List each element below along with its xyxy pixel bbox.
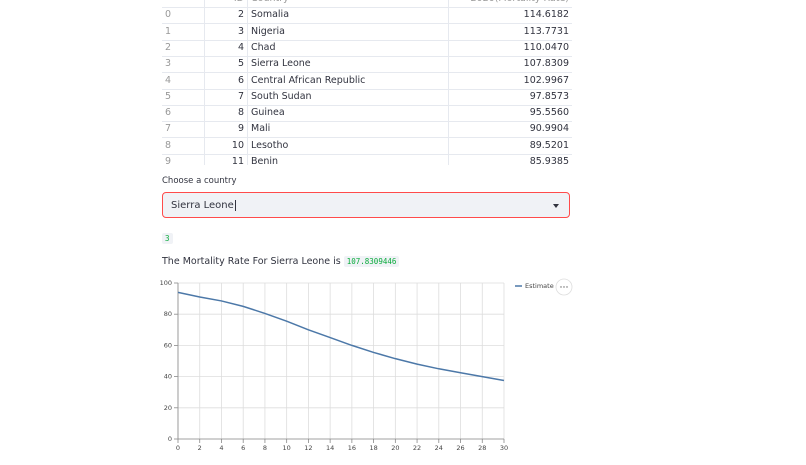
x-tick-label: 4 — [219, 444, 223, 452]
menu-dot — [566, 286, 568, 288]
cell: 0 — [162, 7, 205, 24]
y-tick-label: 100 — [160, 279, 172, 287]
cell: South Sudan — [248, 88, 449, 105]
cell: 95.5560 — [529, 107, 569, 119]
cell: 102.9967 — [523, 74, 569, 86]
index-output: 3 — [162, 233, 173, 244]
cell: Lesotho — [248, 137, 449, 154]
cell: 97.8573 — [529, 90, 569, 102]
x-tick-label: 20 — [391, 444, 399, 452]
cell: Guinea — [248, 105, 449, 122]
cell: 1 — [162, 23, 205, 40]
table-row: 0 2 Somalia 114.6182 — [162, 7, 572, 25]
x-tick-label: 18 — [369, 444, 377, 452]
cell: 114.6182 — [523, 9, 569, 21]
rate-code: 107.8309446 — [343, 256, 400, 267]
x-tick-label: 10 — [283, 444, 291, 452]
menu-dot — [563, 286, 565, 288]
cell: 11 — [205, 154, 248, 165]
table-row: 9 11 Benin 85.9385 — [162, 154, 572, 165]
y-tick-label: 80 — [164, 310, 172, 318]
cell: 7 — [162, 121, 205, 138]
header-cell: ID — [205, 0, 248, 7]
x-tick-label: 0 — [176, 444, 180, 452]
x-tick-label: 12 — [304, 444, 312, 452]
cell: 4 — [162, 72, 205, 89]
cell: 89.5201 — [529, 139, 569, 151]
cell: Chad — [248, 39, 449, 56]
cell: 9 — [205, 121, 248, 138]
table-row: 1 3 Nigeria 113.7731 — [162, 23, 572, 41]
cell: 8 — [162, 137, 205, 154]
x-tick-label: 6 — [241, 444, 245, 452]
table-row: 7 9 Mali 90.9904 — [162, 121, 572, 139]
x-tick-label: 30 — [500, 444, 508, 452]
header-cell — [162, 0, 205, 7]
cell: 2 — [162, 39, 205, 56]
cell: 10 — [205, 137, 248, 154]
y-tick-label: 20 — [164, 404, 172, 412]
y-tick-label: 40 — [164, 373, 172, 381]
cell: 5 — [162, 88, 205, 105]
table-row: 5 7 South Sudan 97.8573 — [162, 88, 572, 106]
country-select[interactable]: Sierra Leone — [162, 192, 570, 218]
menu-dot — [560, 286, 562, 288]
x-tick-label: 2 — [198, 444, 202, 452]
cell: 7 — [205, 88, 248, 105]
header-row: IDCountry2020(Mortality Rate) — [162, 0, 572, 8]
cell: 110.0470 — [523, 41, 569, 53]
table-row: 2 4 Chad 110.0470 — [162, 39, 572, 57]
cell: Sierra Leone — [248, 56, 449, 73]
header-cell: Country — [248, 0, 449, 7]
cell: 5 — [205, 56, 248, 73]
x-tick-label: 14 — [326, 444, 334, 452]
cursor — [234, 200, 236, 211]
table-row: 8 10 Lesotho 89.5201 — [162, 137, 572, 155]
cell: Benin — [248, 154, 449, 165]
header-cell: 2020(Mortality Rate) — [449, 0, 572, 7]
cell: 113.7731 — [523, 25, 569, 37]
result-text: The Mortality Rate For Sierra Leone is 10… — [162, 256, 400, 267]
cell: 107.8309 — [523, 58, 569, 70]
line-series — [177, 291, 505, 382]
cell: 6 — [162, 105, 205, 122]
x-tick-label: 16 — [348, 444, 356, 452]
data-table: IDCountry2020(Mortality Rate)02Somalia11… — [162, 0, 572, 165]
cell: 2 — [205, 7, 248, 24]
sentence: The Mortality Rate For Sierra Leone is — [162, 256, 341, 267]
cell: Somalia — [248, 7, 449, 24]
cell: 4 — [205, 39, 248, 56]
table-row: 4 6 Central African Republic 102.9967 — [162, 72, 572, 90]
x-tick-label: 22 — [413, 444, 421, 452]
table-row: 3 5 Sierra Leone 107.8309 — [162, 56, 572, 74]
cell: Mali — [248, 121, 449, 138]
x-tick-label: 26 — [456, 444, 464, 452]
y-tick-label: 60 — [164, 341, 172, 349]
cell: 3 — [162, 56, 205, 73]
y-tick-label: 0 — [168, 435, 172, 443]
select-label: Choose a country — [162, 176, 237, 186]
cell: 6 — [205, 72, 248, 89]
cell: 8 — [205, 105, 248, 122]
x-tick-label: 24 — [435, 444, 443, 452]
x-tick-label: 28 — [478, 444, 486, 452]
select-value: Sierra Leone — [171, 200, 234, 211]
cell: Central African Republic — [248, 72, 449, 89]
dropdown-caret — [553, 204, 559, 208]
cell: Nigeria — [248, 23, 449, 40]
x-tick-label: 8 — [263, 444, 267, 452]
cell: 85.9385 — [529, 156, 569, 165]
cell: 3 — [205, 23, 248, 40]
cell: 9 — [162, 154, 205, 165]
legend-label: Estimate — [525, 282, 554, 290]
cell: 90.9904 — [529, 123, 569, 135]
table-row: 6 8 Guinea 95.5560 — [162, 105, 572, 123]
